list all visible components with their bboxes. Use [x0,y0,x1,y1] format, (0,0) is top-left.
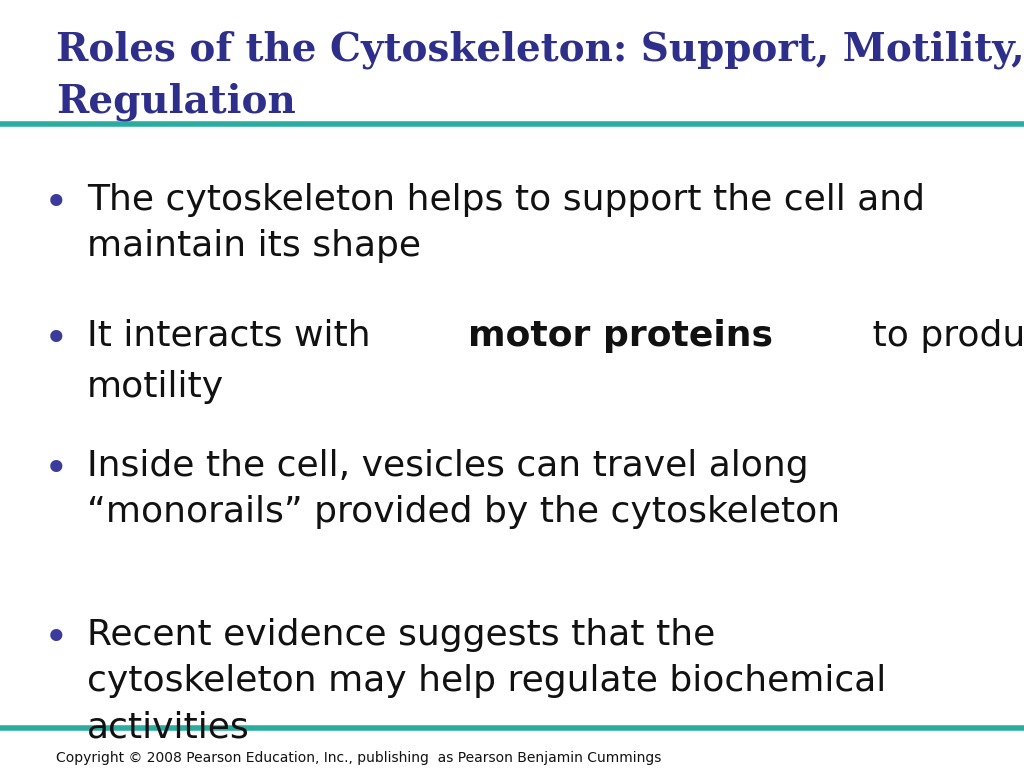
Text: motility: motility [87,370,224,404]
Text: •: • [44,319,69,361]
Text: •: • [44,618,69,660]
Text: to produce: to produce [861,319,1024,353]
Text: motor proteins: motor proteins [468,319,773,353]
Text: •: • [44,449,69,492]
Text: Copyright © 2008 Pearson Education, Inc., publishing  as Pearson Benjamin Cummin: Copyright © 2008 Pearson Education, Inc.… [56,751,662,765]
Text: Inside the cell, vesicles can travel along
“monorails” provided by the cytoskele: Inside the cell, vesicles can travel alo… [87,449,840,529]
Text: Regulation: Regulation [56,82,296,121]
Text: Recent evidence suggests that the
cytoskeleton may help regulate biochemical
act: Recent evidence suggests that the cytosk… [87,618,887,744]
Text: It interacts with: It interacts with [87,319,382,353]
Text: Roles of the Cytoskeleton: Support, Motility, and: Roles of the Cytoskeleton: Support, Moti… [56,31,1024,69]
Text: •: • [44,183,69,225]
Text: The cytoskeleton helps to support the cell and
maintain its shape: The cytoskeleton helps to support the ce… [87,183,925,263]
